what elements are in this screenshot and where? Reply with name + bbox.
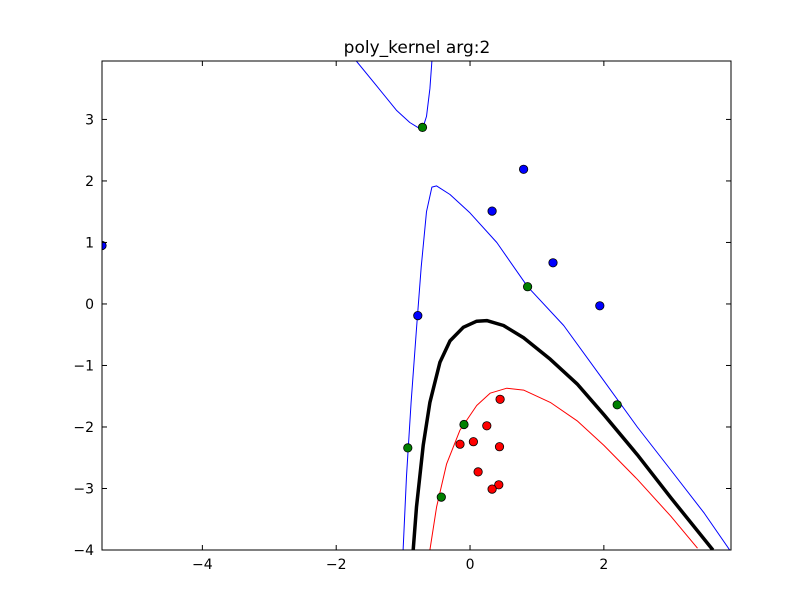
decision-curves [355, 61, 731, 550]
curve-1 [429, 387, 698, 550]
data-point-8 [612, 400, 622, 410]
data-point-6 [417, 122, 428, 133]
data-point-12 [495, 394, 505, 404]
data-point-4 [595, 301, 605, 311]
y-tick-label: 2 [85, 174, 94, 190]
data-point-5 [413, 310, 423, 321]
data-point-18 [494, 480, 504, 490]
x-tick-label: −4 [192, 557, 213, 573]
y-tick-label: −1 [73, 358, 94, 374]
data-point-9 [459, 419, 469, 430]
data-point-19 [487, 484, 497, 494]
data-points [102, 122, 622, 502]
chart-title: poly_kernel arg:2 [344, 38, 491, 58]
y-tick-label: 0 [85, 297, 94, 313]
data-point-1 [487, 206, 497, 216]
data-point-2 [518, 164, 529, 174]
y-tick-label: −2 [73, 420, 94, 436]
y-tick-label: 3 [85, 112, 94, 128]
data-point-13 [482, 421, 492, 431]
x-tick-label: 2 [599, 557, 608, 573]
data-point-10 [403, 443, 413, 453]
y-tick-label: −3 [73, 481, 94, 497]
data-point-16 [494, 442, 505, 452]
y-tick-label: 1 [85, 235, 94, 251]
data-point-15 [468, 437, 478, 447]
data-point-17 [473, 467, 483, 477]
x-tick-label: 0 [466, 557, 475, 573]
curve-0 [411, 318, 715, 550]
data-point-14 [455, 439, 465, 449]
plot-frame [101, 60, 732, 551]
data-point-3 [548, 258, 558, 268]
y-tick-label: −4 [73, 543, 94, 559]
axis-ticks: −4 −2 0 2 −4 −3 −2 −1 0 1 2 3 [73, 61, 731, 573]
x-tick-label: −2 [326, 557, 347, 573]
data-point-7 [522, 282, 533, 292]
curve-2 [402, 185, 731, 550]
curve-3 [355, 61, 433, 128]
data-point-11 [436, 492, 446, 502]
